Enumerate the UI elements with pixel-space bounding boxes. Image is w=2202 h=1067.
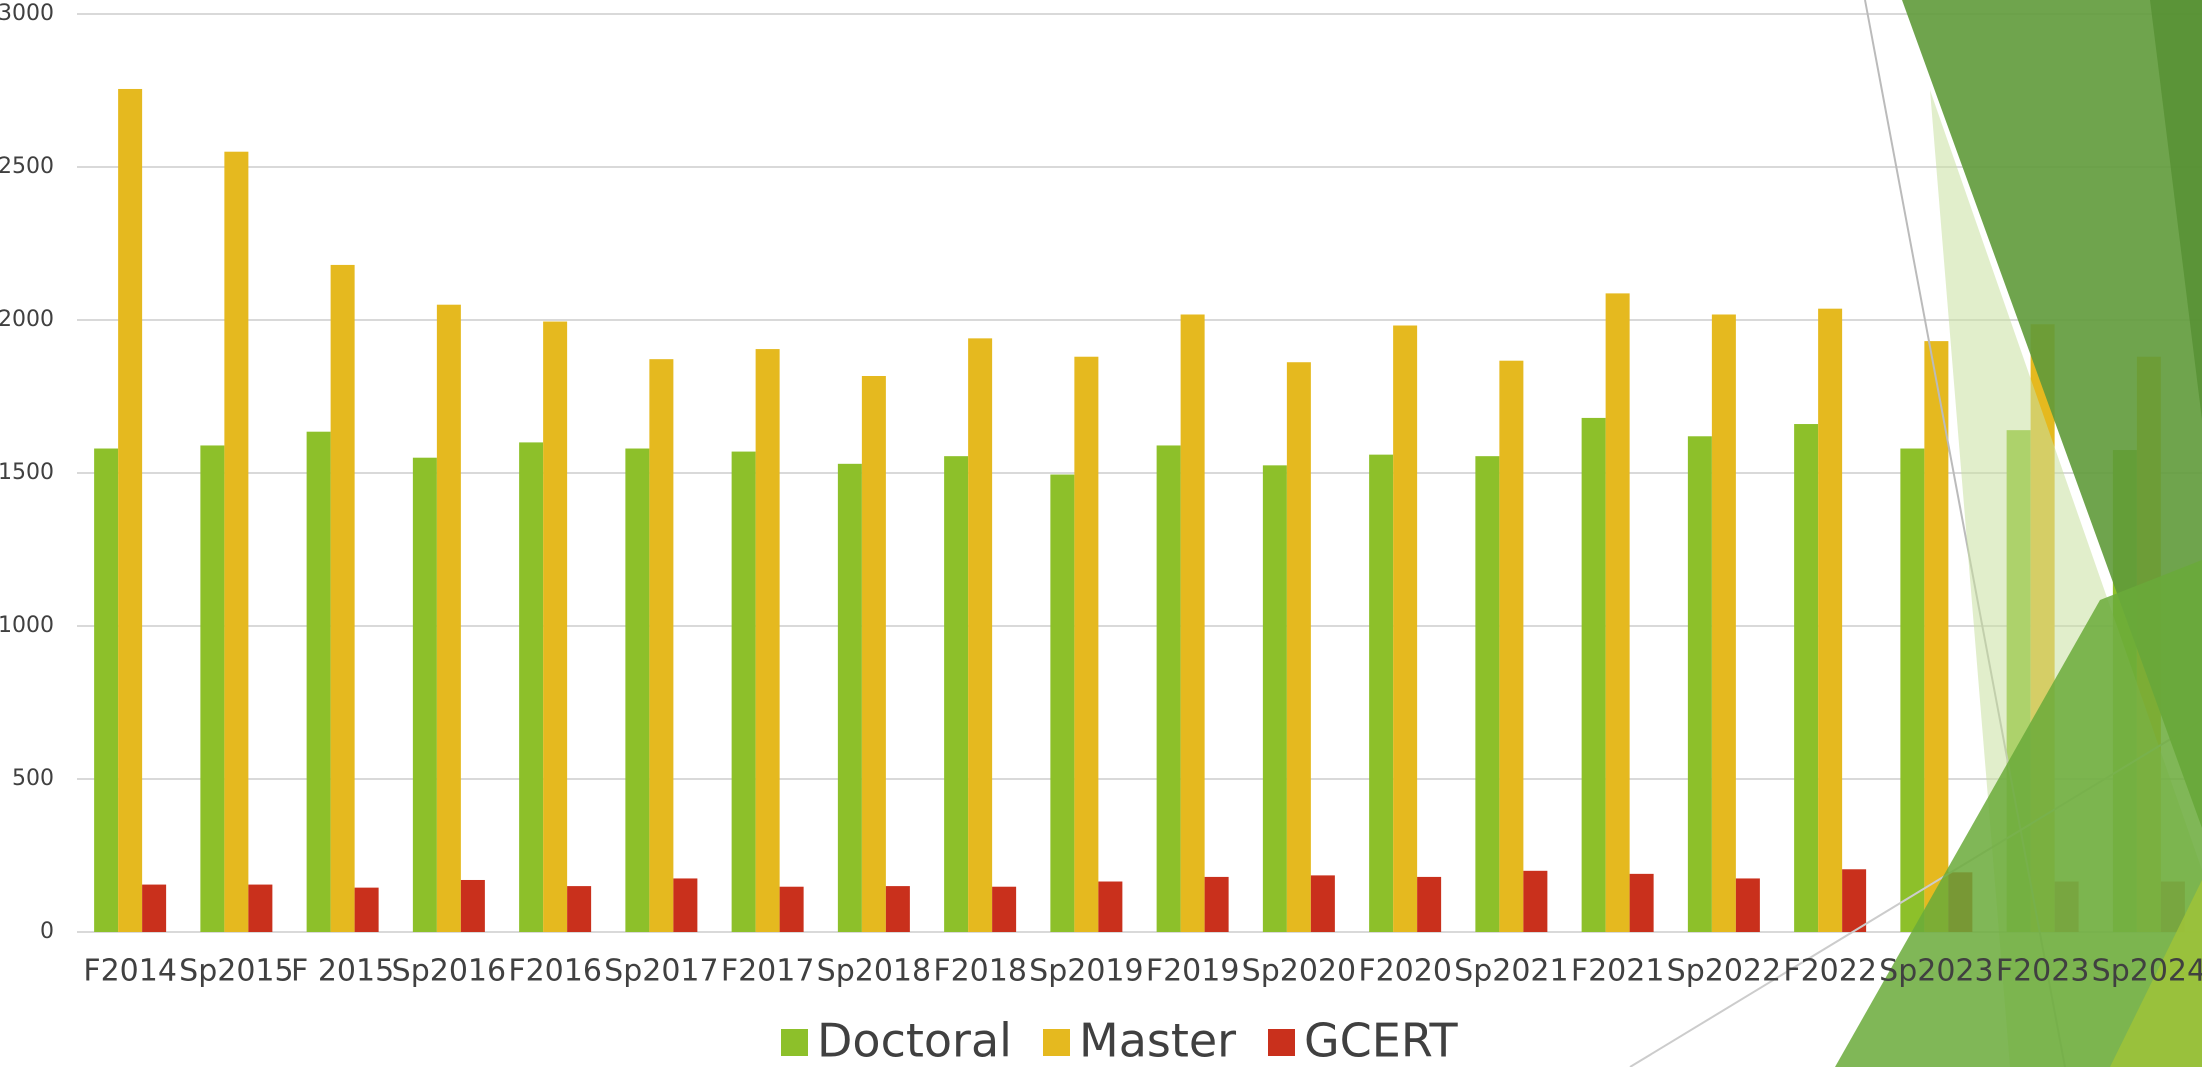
bar	[1523, 870, 1548, 932]
bar	[248, 884, 273, 932]
bar	[1735, 878, 1760, 932]
legend-label: Master	[1079, 1014, 1236, 1067]
bar	[460, 879, 485, 932]
x-tick-label: Sp2023	[1879, 954, 1993, 989]
deco-shape	[1835, 560, 2202, 1067]
x-tick-label: F2014	[83, 954, 177, 989]
x-tick-label: F2020	[1358, 954, 1452, 989]
x-tick-label: Sp2018	[817, 954, 931, 989]
bar	[519, 442, 544, 932]
x-tick-label: F2021	[1571, 954, 1665, 989]
bar	[755, 349, 780, 932]
bar	[1499, 360, 1524, 932]
bar	[330, 264, 355, 932]
bar	[649, 359, 674, 933]
legend: Doctoral Master GCERT	[781, 1014, 1458, 1067]
grid	[77, 13, 2202, 933]
bar	[1156, 445, 1181, 932]
bar	[1711, 314, 1736, 932]
bar	[118, 88, 143, 933]
bar	[731, 451, 756, 932]
bar	[94, 448, 119, 932]
bar	[837, 463, 862, 932]
deco-shape	[2150, 0, 2202, 420]
bar	[436, 304, 461, 932]
bar	[142, 884, 167, 932]
bar	[224, 151, 249, 932]
x-tick-label: F 2015	[291, 954, 394, 989]
bar	[543, 321, 568, 932]
x-tick-label: Sp2017	[604, 954, 718, 989]
bar	[354, 887, 379, 932]
legend-label: Doctoral	[817, 1014, 1012, 1067]
x-tick-label: F2023	[1996, 954, 2090, 989]
legend-swatch	[1268, 1029, 1295, 1056]
x-tick-label: Sp2020	[1242, 954, 1356, 989]
bar	[992, 886, 1017, 932]
bar	[306, 431, 331, 932]
y-tick-label: 0	[40, 919, 54, 944]
bar	[1180, 314, 1205, 932]
deco-shape	[2110, 880, 2202, 1067]
bar	[625, 448, 650, 932]
bar	[1310, 875, 1335, 932]
bar	[1687, 436, 1712, 932]
y-tick-label: 3000	[0, 1, 54, 26]
y-tick-label: 500	[12, 766, 54, 791]
bar	[1924, 341, 1949, 932]
decoration	[1629, 0, 2202, 1067]
bar	[567, 886, 592, 932]
bar	[1393, 325, 1418, 932]
y-tick-label: 1500	[0, 460, 54, 485]
bar	[673, 878, 698, 932]
x-tick-label: Sp2022	[1667, 954, 1781, 989]
bar	[1475, 456, 1500, 932]
y-tick-label: 2500	[0, 154, 54, 179]
bar	[1605, 293, 1630, 932]
y-tick-label: 2000	[0, 307, 54, 332]
bars	[94, 88, 2185, 933]
bar	[861, 375, 886, 932]
x-tick-label: Sp2016	[392, 954, 506, 989]
bar	[885, 886, 910, 932]
bar	[779, 886, 804, 932]
bar	[1417, 876, 1442, 932]
x-tick-label: F2018	[933, 954, 1027, 989]
x-tick-label: Sp2024	[2092, 954, 2202, 989]
bar	[1204, 876, 1229, 932]
legend-swatch	[1043, 1029, 1070, 1056]
bar	[944, 456, 969, 932]
x-tick-label: Sp2015	[179, 954, 293, 989]
x-tick-label: F2019	[1146, 954, 1240, 989]
bar	[1286, 362, 1311, 932]
bar	[1262, 465, 1287, 932]
x-tick-label: Sp2019	[1029, 954, 1143, 989]
bar	[968, 338, 993, 932]
bar	[412, 457, 437, 932]
bar	[1900, 448, 1925, 932]
x-tick-label: Sp2021	[1454, 954, 1568, 989]
bar	[1818, 308, 1843, 933]
bar	[200, 445, 225, 932]
bar	[1842, 869, 1867, 932]
legend-label: GCERT	[1304, 1014, 1458, 1067]
bar	[1794, 424, 1819, 932]
bar	[1581, 417, 1606, 932]
bar	[1098, 881, 1123, 932]
x-tick-label: F2022	[1783, 954, 1877, 989]
bar	[1074, 356, 1099, 933]
y-tick-label: 1000	[0, 613, 54, 638]
bar	[1050, 474, 1075, 932]
x-tick-label: F2016	[508, 954, 602, 989]
legend-swatch	[781, 1029, 808, 1056]
bar	[1629, 873, 1654, 932]
bar	[1369, 454, 1394, 932]
x-tick-label: F2017	[721, 954, 815, 989]
